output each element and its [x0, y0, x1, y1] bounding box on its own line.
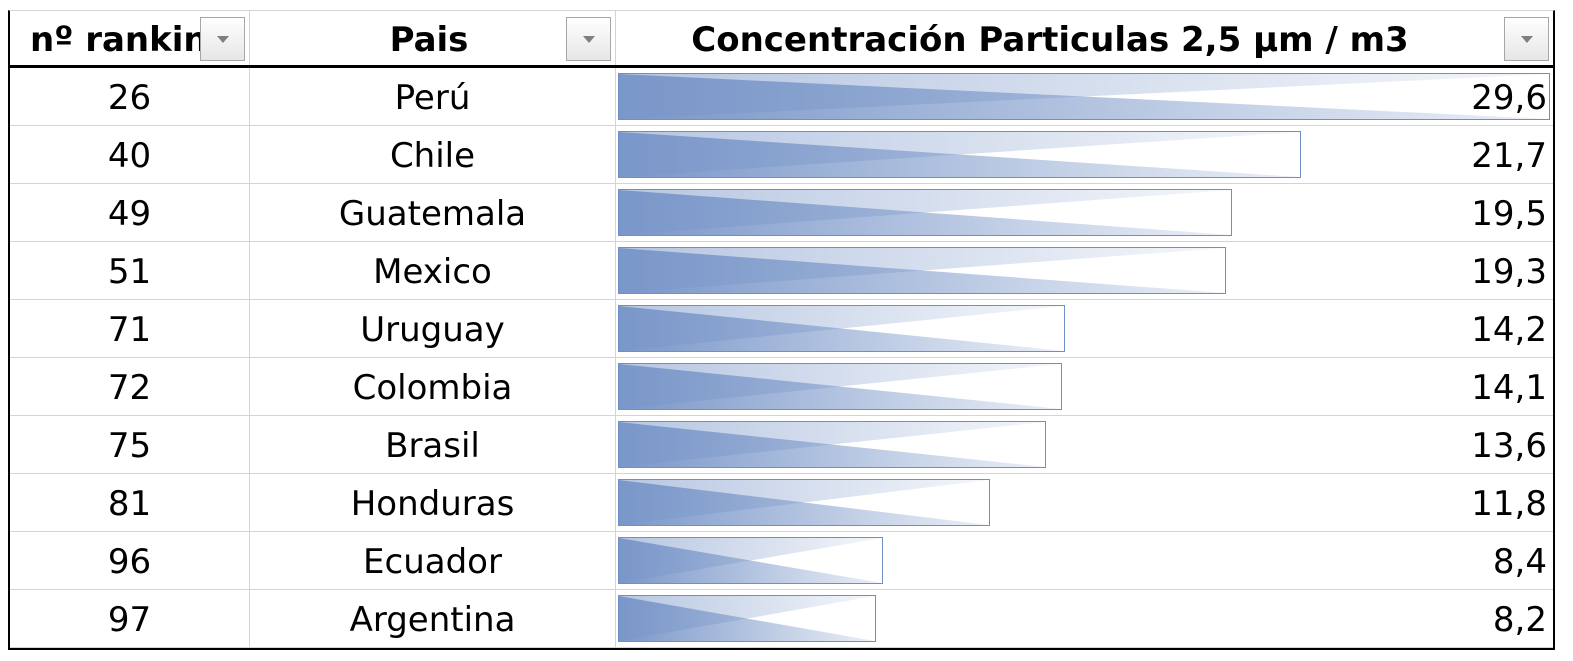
chevron-down-icon — [1521, 36, 1533, 43]
value-label: 14,1 — [1471, 368, 1547, 408]
value-cell[interactable]: 8,2 — [616, 590, 1553, 648]
value-label: 8,2 — [1492, 600, 1547, 640]
country-cell[interactable]: Colombia — [250, 358, 616, 416]
header-cell-rank[interactable]: nº ranking — [10, 11, 250, 65]
chevron-down-icon — [217, 36, 229, 43]
country-cell[interactable]: Perú — [250, 68, 616, 126]
data-bar — [618, 479, 990, 526]
table-row: 51 Mexico 19,3 — [10, 242, 1553, 300]
data-bar — [618, 363, 1062, 410]
table-row: 40 Chile 21,7 — [10, 126, 1553, 184]
country-cell[interactable]: Chile — [250, 126, 616, 184]
data-bar — [618, 131, 1301, 178]
table-row: 96 Ecuador 8,4 — [10, 532, 1553, 590]
table-row: 97 Argentina 8,2 — [10, 590, 1553, 648]
header-value-label: Concentración Particulas 2,5 µm / m3 — [691, 20, 1409, 60]
value-label: 21,7 — [1471, 136, 1547, 176]
table-row: 75 Brasil 13,6 — [10, 416, 1553, 474]
rank-cell[interactable]: 81 — [10, 474, 250, 532]
data-bar — [618, 537, 883, 584]
table-row: 71 Uruguay 14,2 — [10, 300, 1553, 358]
value-cell[interactable]: 19,3 — [616, 242, 1553, 300]
data-bar — [618, 73, 1550, 120]
rank-cell[interactable]: 72 — [10, 358, 250, 416]
data-bar — [618, 189, 1232, 236]
rank-cell[interactable]: 49 — [10, 184, 250, 242]
header-cell-country[interactable]: Pais — [250, 11, 616, 65]
data-bar — [618, 247, 1226, 294]
value-label: 8,4 — [1492, 542, 1547, 582]
rank-cell[interactable]: 26 — [10, 68, 250, 126]
header-row: nº ranking Pais Concentración Particulas… — [10, 11, 1553, 68]
value-label: 19,3 — [1471, 252, 1547, 292]
value-cell[interactable]: 19,5 — [616, 184, 1553, 242]
country-cell[interactable]: Ecuador — [250, 532, 616, 590]
rank-cell[interactable]: 40 — [10, 126, 250, 184]
value-label: 19,5 — [1471, 194, 1547, 234]
header-country-label: Pais — [389, 20, 469, 60]
table-row: 72 Colombia 14,1 — [10, 358, 1553, 416]
value-label: 13,6 — [1471, 426, 1547, 466]
table-row: 26 Perú 29,6 — [10, 68, 1553, 126]
table-row: 49 Guatemala 19,5 — [10, 184, 1553, 242]
rank-cell[interactable]: 97 — [10, 590, 250, 648]
rank-cell[interactable]: 75 — [10, 416, 250, 474]
value-cell[interactable]: 13,6 — [616, 416, 1553, 474]
country-cell[interactable]: Brasil — [250, 416, 616, 474]
data-bar — [618, 421, 1046, 468]
country-cell[interactable]: Honduras — [250, 474, 616, 532]
data-bar — [618, 305, 1065, 352]
value-cell[interactable]: 14,2 — [616, 300, 1553, 358]
value-cell[interactable]: 21,7 — [616, 126, 1553, 184]
rank-cell[interactable]: 71 — [10, 300, 250, 358]
spreadsheet-table: nº ranking Pais Concentración Particulas… — [8, 10, 1555, 650]
value-label: 14,2 — [1471, 310, 1547, 350]
country-cell[interactable]: Argentina — [250, 590, 616, 648]
country-cell[interactable]: Guatemala — [250, 184, 616, 242]
country-cell[interactable]: Uruguay — [250, 300, 616, 358]
filter-dropdown-button-value[interactable] — [1504, 17, 1549, 61]
value-label: 29,6 — [1471, 78, 1547, 118]
value-cell[interactable]: 14,1 — [616, 358, 1553, 416]
value-label: 11,8 — [1471, 484, 1547, 524]
header-cell-value[interactable]: Concentración Particulas 2,5 µm / m3 — [616, 11, 1553, 65]
chevron-down-icon — [583, 36, 595, 43]
value-cell[interactable]: 11,8 — [616, 474, 1553, 532]
rank-cell[interactable]: 96 — [10, 532, 250, 590]
table-row: 81 Honduras 11,8 — [10, 474, 1553, 532]
rank-cell[interactable]: 51 — [10, 242, 250, 300]
header-rank-label: nº ranking — [30, 20, 206, 60]
data-bar — [618, 595, 876, 642]
country-cell[interactable]: Mexico — [250, 242, 616, 300]
filter-dropdown-button-rank[interactable] — [200, 17, 245, 61]
value-cell[interactable]: 29,6 — [616, 68, 1553, 126]
filter-dropdown-button-country[interactable] — [566, 17, 611, 61]
value-cell[interactable]: 8,4 — [616, 532, 1553, 590]
